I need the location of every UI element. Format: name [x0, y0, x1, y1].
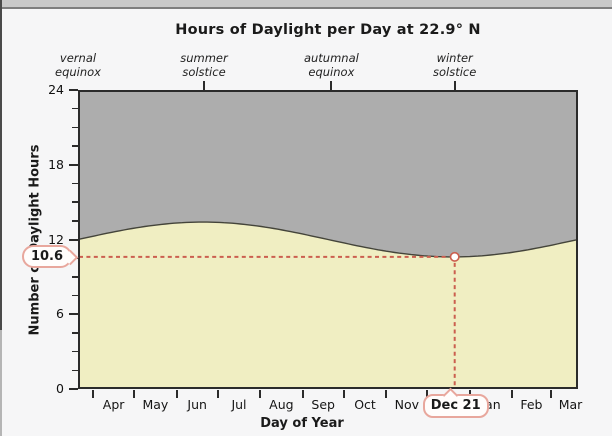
- x-month-label: Apr: [102, 397, 125, 412]
- date-callout-text: Dec 21: [430, 398, 481, 413]
- y-minor-tick: [72, 369, 78, 372]
- x-month-tick: [92, 390, 95, 398]
- season-annotation-tick: [453, 81, 456, 90]
- season-annotation: winter solstice: [433, 51, 477, 79]
- y-tick-label: 18: [48, 156, 64, 172]
- x-month-label: Jun: [187, 397, 207, 412]
- y-minor-tick: [72, 350, 78, 353]
- season-annotation-tick: [203, 81, 205, 90]
- y-minor-tick: [72, 332, 78, 334]
- horizontal-scrollbar[interactable]: [0, 0, 612, 9]
- y-minor-tick: [72, 276, 78, 278]
- y-tick-label: 24: [48, 82, 64, 97]
- daylight-area: [78, 222, 578, 389]
- season-annotation: vernal equinox: [55, 51, 101, 79]
- value-callout-pointer: [62, 250, 79, 266]
- x-month-tick: [175, 390, 178, 398]
- x-month-tick: [301, 390, 304, 398]
- x-month-label: Nov: [394, 397, 419, 412]
- plot-area[interactable]: [78, 90, 578, 389]
- y-major-tick: [69, 388, 78, 390]
- x-month-label: Aug: [269, 397, 294, 412]
- y-tick-label: 12: [48, 231, 64, 247]
- x-month-tick: [385, 390, 388, 398]
- x-month-tick: [511, 390, 514, 398]
- date-callout-badge: Dec 21: [422, 387, 489, 418]
- season-annotation-tick: [330, 81, 333, 90]
- y-major-tick: [69, 89, 78, 91]
- x-month-label: May: [142, 397, 169, 412]
- x-month-tick: [426, 390, 429, 398]
- y-major-tick: [69, 313, 78, 316]
- y-minor-tick: [72, 201, 78, 203]
- x-month-tick: [133, 390, 136, 398]
- x-month-tick: [549, 390, 552, 398]
- window-left-edge: [0, 0, 2, 330]
- plot-border: [78, 90, 578, 389]
- x-month-tick: [342, 390, 345, 398]
- season-annotation: autumnal equinox: [303, 51, 359, 79]
- y-minor-tick: [72, 220, 78, 222]
- x-month-tick: [216, 390, 219, 398]
- x-month-label: Sep: [311, 397, 335, 412]
- y-tick-label: 6: [56, 306, 64, 322]
- x-month-tick: [259, 390, 262, 398]
- y-minor-tick: [72, 126, 78, 129]
- daylight-curve: [78, 221, 578, 258]
- y-major-tick: [69, 238, 78, 241]
- x-month-label: Feb: [520, 397, 543, 412]
- window-left-edge-lower: [0, 330, 2, 436]
- x-axis-title: Day of Year: [260, 416, 344, 431]
- y-minor-tick: [72, 182, 78, 185]
- x-month-label: Mar: [558, 397, 583, 412]
- y-major-tick: [69, 163, 78, 166]
- season-annotation: summer solstice: [180, 51, 228, 79]
- value-callout-badge: 10.6: [22, 245, 79, 269]
- x-month-label: Oct: [354, 397, 376, 412]
- x-month-label: Jul: [231, 397, 247, 412]
- y-tick-label: 0: [56, 381, 64, 396]
- value-callout-text: 10.6: [30, 249, 64, 265]
- selected-point-marker[interactable]: [449, 251, 460, 262]
- y-minor-tick: [72, 145, 78, 147]
- y-minor-tick: [72, 107, 78, 110]
- y-minor-tick: [72, 294, 78, 297]
- chart-title: Hours of Daylight per Day at 22.9° N: [175, 22, 481, 38]
